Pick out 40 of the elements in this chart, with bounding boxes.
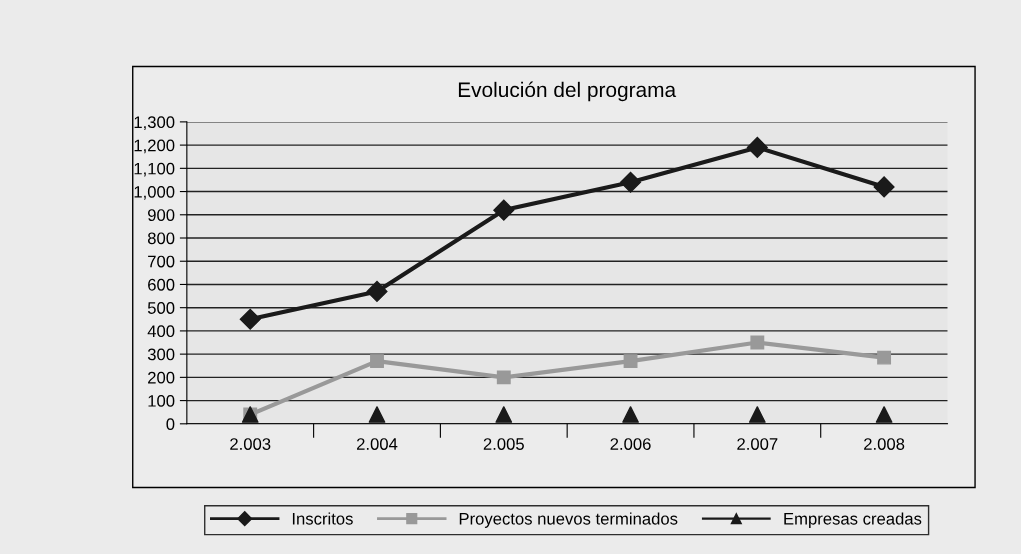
point — [495, 406, 513, 423]
y-tick-label: 300 — [147, 348, 175, 361]
x-tick-label: 2.004 — [356, 438, 398, 450]
y-tick-label: 1,300 — [134, 116, 175, 131]
x-tick-label: 2.003 — [230, 438, 271, 450]
y-tick-label: 100 — [148, 394, 175, 407]
y-tick-label: 0 — [166, 418, 175, 431]
y-tick-label: 1,200 — [134, 139, 175, 154]
y-tick-label: 400 — [147, 325, 175, 338]
point — [623, 354, 638, 369]
point — [370, 354, 384, 369]
point — [496, 370, 511, 385]
y-tick-label: 500 — [147, 302, 175, 314]
point — [239, 308, 261, 330]
x-tick-label: 2.006 — [610, 438, 651, 450]
chart-title: Evolución del programa — [458, 81, 677, 102]
y-tick-label: 900 — [148, 209, 175, 221]
point — [620, 171, 642, 193]
point — [366, 280, 388, 302]
y-tick-label: 600 — [148, 278, 175, 291]
y-tick-label: 200 — [148, 371, 175, 384]
y-tick-label: 1,100 — [134, 162, 175, 177]
point — [873, 176, 895, 198]
point — [493, 199, 515, 221]
point — [622, 406, 639, 423]
point — [877, 350, 892, 365]
y-tick-label: 800 — [147, 232, 175, 245]
x-tick-label: 2.005 — [483, 438, 524, 450]
y-tick-label: 700 — [148, 255, 175, 268]
point — [875, 406, 893, 423]
point — [746, 136, 768, 158]
point — [368, 406, 386, 423]
legend-label: Empresas creadas — [784, 512, 922, 528]
point — [750, 335, 765, 350]
legend-label: Proyectos nuevos terminados — [459, 512, 678, 528]
x-tick-label: 2.007 — [737, 438, 778, 450]
legend-label: Inscritos — [292, 512, 353, 525]
y-tick-label: 1,000 — [134, 185, 175, 200]
x-tick-label: 2.008 — [864, 438, 905, 450]
point — [748, 406, 766, 423]
